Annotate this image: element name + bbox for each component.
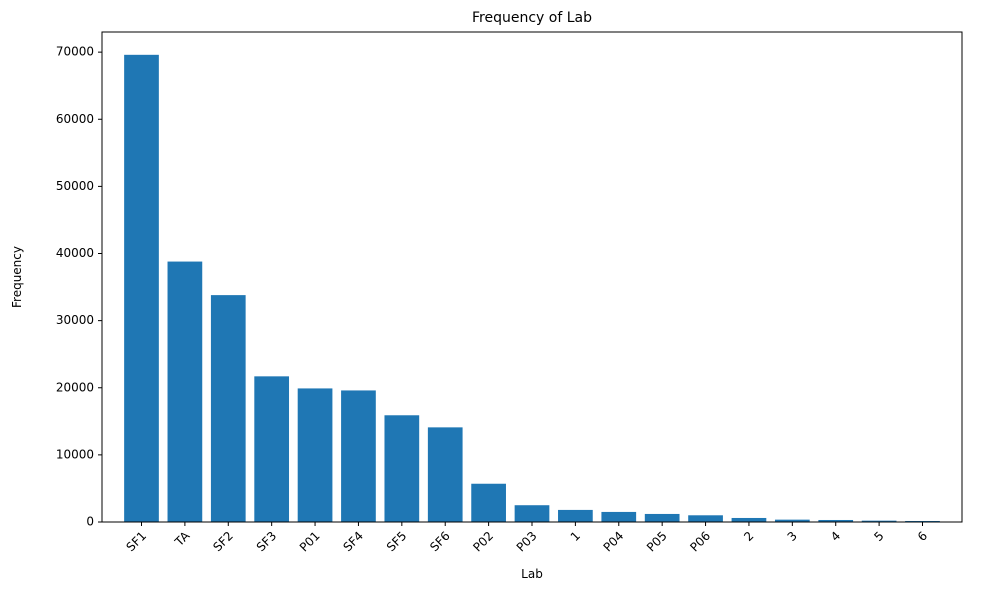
bar-5 (861, 520, 897, 522)
bar-6 (905, 520, 940, 522)
bar-1 (558, 509, 593, 522)
x-tick-label: P04 (601, 529, 627, 555)
x-tick-label: 2 (741, 529, 756, 544)
bar-sf4 (341, 390, 376, 522)
bar-sf6 (427, 427, 463, 522)
bar-sf3 (254, 376, 290, 522)
x-tick-label: SF3 (254, 529, 280, 555)
bar-4 (818, 519, 854, 522)
x-tick-label: P03 (514, 529, 540, 555)
bar-p01 (297, 388, 333, 522)
x-tick-label: 5 (871, 529, 886, 544)
x-tick-label: P01 (297, 529, 323, 555)
x-tick-label: P06 (687, 529, 713, 555)
x-tick-label: SF2 (210, 529, 236, 555)
x-tick-label: 4 (828, 529, 843, 544)
x-tick-label: SF1 (124, 529, 150, 555)
bar-p02 (471, 483, 506, 522)
y-tick-label: 10000 (56, 447, 94, 461)
bar-ta (167, 261, 203, 522)
bar-sf5 (384, 415, 420, 522)
y-tick-label: 0 (86, 515, 94, 529)
x-tick-label: P05 (644, 529, 670, 555)
x-tick-label: SF4 (340, 529, 366, 555)
y-axis: 0 10000 20000 30000 40000 50000 60000 70000 (56, 45, 102, 529)
x-axis-title: Lab (521, 567, 543, 581)
y-tick-label: 40000 (56, 246, 94, 260)
x-tick-label: TA (172, 528, 193, 549)
bar-sf2 (210, 295, 246, 522)
y-axis-title: Frequency (10, 246, 24, 308)
bars-group (124, 54, 940, 522)
plot-frame (101, 31, 963, 523)
bar-2 (731, 517, 767, 522)
y-tick-label: 70000 (56, 45, 94, 59)
chart-title: Frequency of Lab (472, 10, 592, 26)
x-tick-label: 3 (785, 529, 800, 544)
bar-p03 (514, 505, 550, 522)
bar-3 (774, 519, 810, 522)
x-tick-label: SF6 (427, 529, 453, 555)
bar-p06 (688, 515, 723, 522)
y-tick-label: 20000 (56, 380, 94, 394)
x-tick-label: 1 (568, 529, 583, 544)
y-tick-label: 30000 (56, 313, 94, 327)
bar-p04 (601, 511, 637, 522)
bar-p05 (644, 513, 680, 522)
x-tick-label: 6 (915, 529, 930, 544)
y-tick-label: 50000 (56, 179, 94, 193)
x-tick-label: P02 (470, 529, 496, 555)
y-tick-label: 60000 (56, 112, 94, 126)
x-tick-label: SF5 (384, 529, 410, 555)
x-axis: SF1 TA SF2 SF3 P01 SF4 SF5 SF6 P02 P03 1 P04 P05 P06 2… (124, 522, 930, 555)
bar-sf1 (124, 54, 159, 522)
